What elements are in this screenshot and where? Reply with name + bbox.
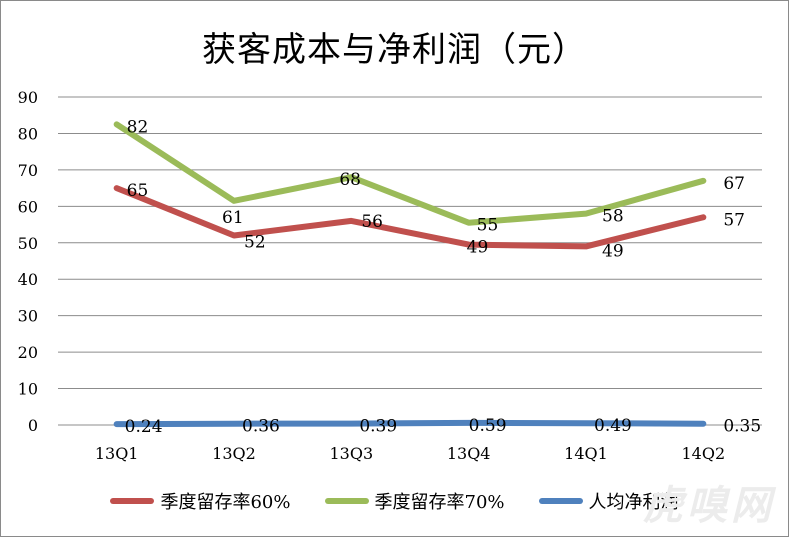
watermark-logo: 虎嗅网: [643, 482, 775, 529]
data-label: 0.59: [469, 416, 507, 436]
y-tick-label: 0: [28, 416, 38, 435]
y-tick-label: 40: [18, 270, 38, 289]
data-label: 0.49: [594, 416, 632, 436]
y-tick-label: 70: [18, 161, 38, 180]
x-tick-label: 14Q2: [682, 444, 726, 463]
data-label: 0.39: [359, 417, 397, 437]
x-tick-label: 14Q1: [564, 444, 608, 463]
data-label: 52: [244, 232, 266, 252]
data-label: 65: [127, 181, 149, 201]
data-label: 68: [339, 170, 361, 190]
legend-item-retention-60: 季度留存率60%: [110, 488, 291, 514]
y-tick-label: 90: [18, 88, 38, 107]
series-line-1: [113, 121, 707, 226]
x-tick-label: 13Q3: [330, 444, 374, 463]
legend-swatch-retention-60: [110, 498, 155, 504]
data-label: 58: [602, 207, 624, 227]
y-tick-label: 60: [18, 197, 38, 216]
data-label: 0.24: [125, 417, 163, 437]
y-tick-label: 80: [18, 124, 38, 143]
y-tick-label: 10: [18, 380, 38, 399]
y-tick-label: 30: [18, 307, 38, 326]
data-label: 61: [222, 208, 244, 228]
legend-item-net-profit: 人均净利润: [538, 488, 679, 514]
data-label: 0.36: [242, 417, 280, 437]
data-label: 49: [602, 241, 624, 261]
data-label: 82: [127, 117, 149, 137]
legend-swatch-net-profit: [538, 498, 583, 504]
x-tick-label: 13Q4: [447, 444, 491, 463]
x-tick-label: 13Q1: [95, 444, 139, 463]
series-line-2: [113, 419, 707, 428]
data-label: 49: [467, 238, 489, 258]
legend-label-retention-60: 季度留存率60%: [160, 492, 291, 513]
data-label: 0.35: [723, 417, 761, 437]
y-tick-label: 50: [18, 234, 38, 253]
data-label: 55: [477, 216, 499, 236]
legend-swatch-retention-70: [324, 498, 369, 504]
legend-label-net-profit: 人均净利润: [588, 492, 679, 513]
x-tick-label: 13Q2: [212, 444, 256, 463]
data-label: 56: [361, 212, 383, 232]
chart-title: 获客成本与净利润（元）: [202, 30, 587, 70]
series-line-0: [113, 185, 707, 250]
y-tick-label: 20: [18, 343, 38, 362]
legend-item-retention-70: 季度留存率70%: [324, 488, 505, 514]
chart-legend: 季度留存率60% 季度留存率70% 人均净利润: [0, 486, 789, 516]
data-label: 67: [723, 174, 745, 194]
legend-label-retention-70: 季度留存率70%: [374, 492, 505, 513]
data-label: 57: [723, 210, 745, 230]
